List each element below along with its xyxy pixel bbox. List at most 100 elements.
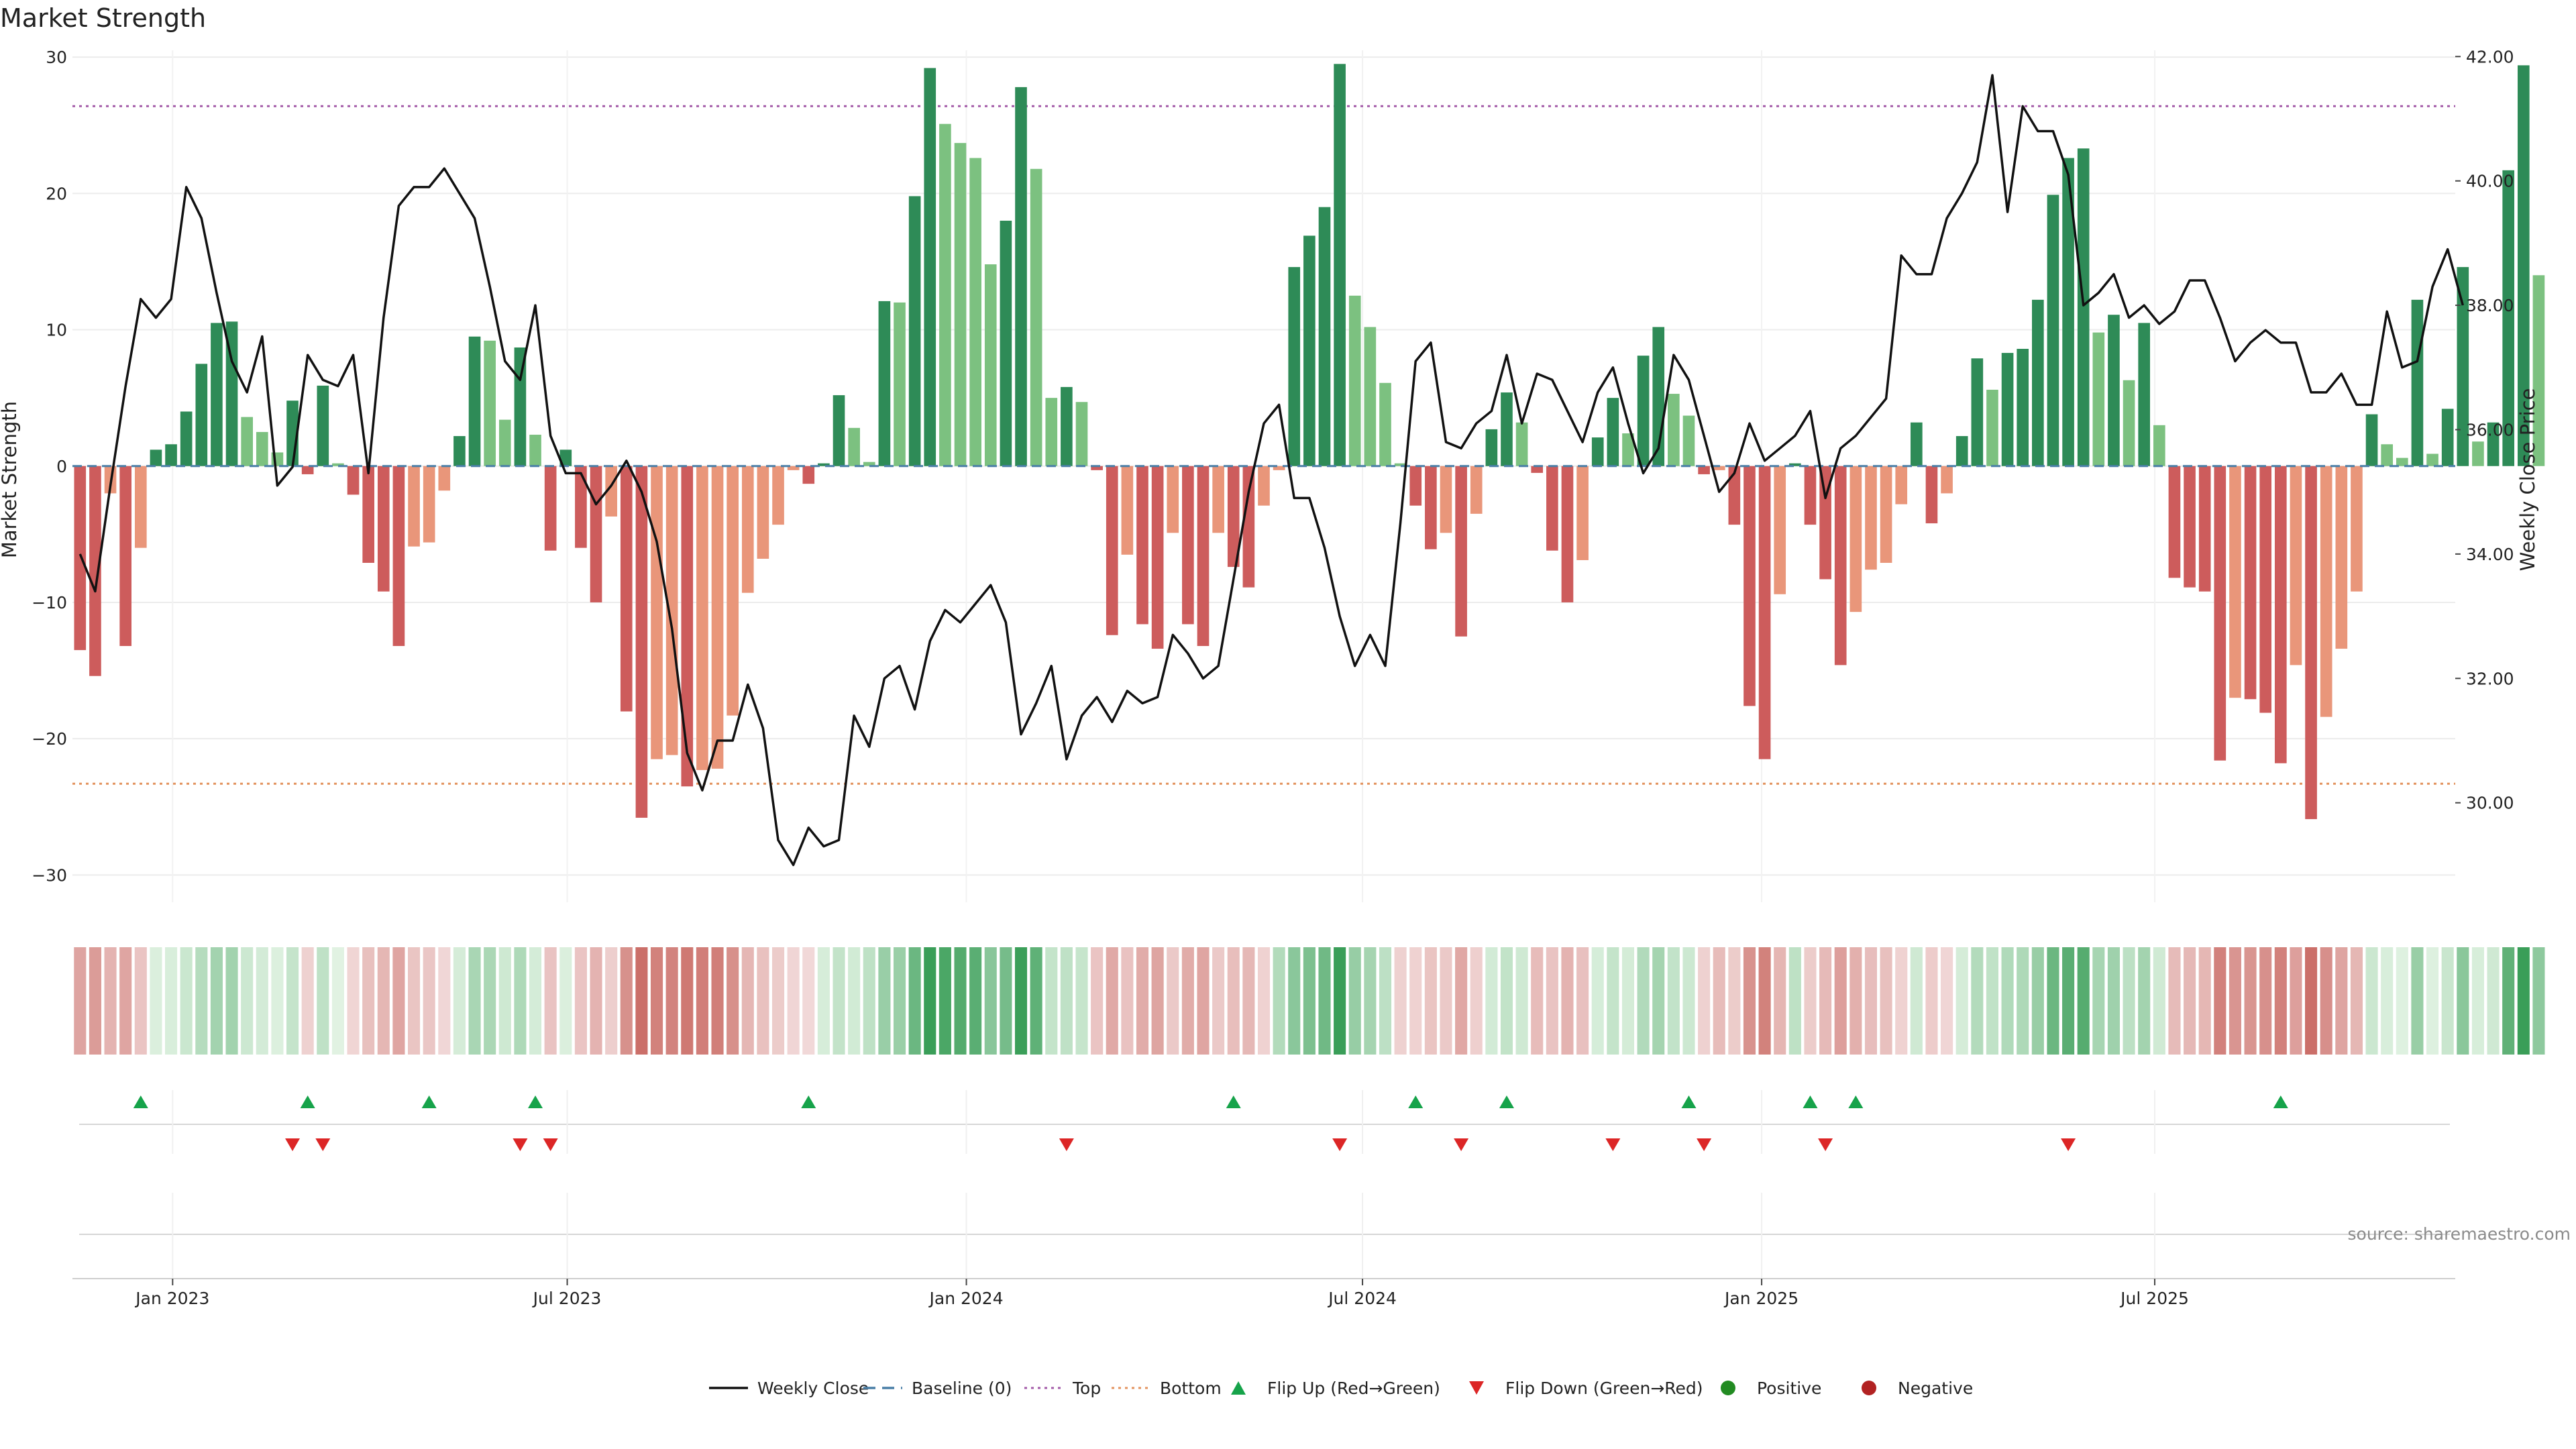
flip-up-marker — [1681, 1095, 1697, 1108]
heat-cell — [2047, 947, 2059, 1055]
strength-bar — [1470, 466, 1483, 514]
heat-cell — [1561, 947, 1574, 1055]
strength-bar — [2290, 466, 2302, 665]
heat-cell — [1652, 947, 1665, 1055]
strength-bar — [1334, 64, 1346, 466]
heat-cell — [286, 947, 299, 1055]
strength-bar — [665, 466, 678, 755]
heat-cell — [1470, 947, 1483, 1055]
heat-cell — [1303, 947, 1316, 1055]
heat-cell — [817, 947, 830, 1055]
heat-cell — [104, 947, 117, 1055]
heat-cell — [2517, 947, 2530, 1055]
strength-bar — [317, 385, 329, 466]
flip-up-marker — [1499, 1095, 1514, 1108]
strength-bar — [818, 463, 830, 466]
legend-item: Flip Down (Green→Red) — [1469, 1379, 1703, 1398]
strength-bar — [362, 466, 374, 564]
strength-bar — [1713, 466, 1725, 470]
heat-cell — [2426, 947, 2439, 1055]
strength-bar — [651, 466, 663, 759]
heat-cell — [1774, 947, 1786, 1055]
strength-bar — [1364, 327, 1377, 466]
heat-cell — [787, 947, 800, 1055]
heat-cell — [2441, 947, 2454, 1055]
strength-bar — [1865, 466, 1877, 570]
strength-bar — [1455, 466, 1467, 637]
left-axis-ticks: −30 −20 −10 0 10 20 30 — [32, 48, 67, 885]
heat-cell — [1000, 947, 1012, 1055]
legend-label: Negative — [1898, 1379, 1973, 1398]
strength-bar — [2305, 466, 2317, 820]
strength-bar — [2153, 425, 2165, 466]
legend-item: Bottom — [1112, 1379, 1222, 1398]
heat-cell — [1014, 947, 1028, 1055]
strength-bar — [2168, 466, 2181, 578]
x-tick-label: Jan 2025 — [1723, 1289, 1799, 1308]
heat-cell — [984, 947, 997, 1055]
strength-bar — [1895, 466, 1908, 504]
strength-bar — [1015, 87, 1027, 466]
heat-cell — [2244, 947, 2257, 1055]
heat-cell — [134, 947, 147, 1055]
x-tick-label: Jul 2024 — [1327, 1289, 1397, 1308]
strength-bar — [2335, 466, 2348, 649]
strength-bar — [2411, 299, 2424, 466]
strength-bar — [211, 323, 223, 466]
strength-bar — [2214, 466, 2226, 761]
heat-cell — [924, 947, 936, 1055]
heat-cell — [225, 947, 238, 1055]
heat-cell — [938, 947, 951, 1055]
flip-up-marker — [2273, 1095, 2288, 1108]
x-tick-label: Jan 2023 — [134, 1289, 209, 1308]
flip-up-marker — [1848, 1095, 1864, 1108]
heat-cell — [2365, 947, 2378, 1055]
heat-cell — [1546, 947, 1558, 1055]
strength-bar — [150, 449, 162, 466]
strength-bar — [2077, 148, 2090, 466]
legend-item: Positive — [1721, 1379, 1821, 1398]
heat-cell — [1409, 947, 1422, 1055]
heat-cell — [574, 947, 587, 1055]
flip-down-marker — [543, 1138, 558, 1151]
heat-cell — [1788, 947, 1801, 1055]
strength-bar — [2472, 441, 2484, 466]
heat-cell — [1667, 947, 1680, 1055]
strength-bar — [894, 302, 906, 466]
heat-cell — [696, 947, 708, 1055]
heat-cell — [1167, 947, 1179, 1055]
flip-up-marker — [801, 1095, 816, 1108]
heat-cell — [2168, 947, 2181, 1055]
legend-label: Positive — [1757, 1379, 1821, 1398]
left-tick-label: 0 — [56, 457, 67, 476]
strength-bar — [2396, 458, 2408, 466]
heat-cell — [210, 947, 223, 1055]
strength-bar — [772, 466, 784, 525]
strength-bar — [1258, 466, 1270, 506]
heat-cell — [1986, 947, 1999, 1055]
strength-bar — [1075, 402, 1088, 466]
strength-bar — [438, 466, 451, 491]
heat-cell — [1273, 947, 1285, 1055]
heat-cell — [1455, 947, 1468, 1055]
strength-bar — [878, 301, 891, 466]
strength-bar — [1440, 466, 1452, 533]
strength-bar — [2138, 323, 2151, 466]
heat-cell — [1819, 947, 1832, 1055]
heat-cell — [1318, 947, 1331, 1055]
heat-cell — [1500, 947, 1513, 1055]
strength-bar — [1182, 466, 1194, 625]
heat-cell — [2229, 947, 2241, 1055]
heat-cell — [969, 947, 982, 1055]
heat-cell — [1910, 947, 1923, 1055]
heat-cell — [1364, 947, 1377, 1055]
heat-cell — [1698, 947, 1711, 1055]
strength-bar — [1227, 466, 1240, 568]
strength-bar — [2274, 466, 2287, 763]
weekly-close-series — [78, 74, 2464, 867]
strength-bar — [1242, 466, 1255, 588]
heat-cell — [2411, 947, 2424, 1055]
heat-cell — [317, 947, 329, 1055]
flip-down-marker — [1059, 1138, 1074, 1151]
